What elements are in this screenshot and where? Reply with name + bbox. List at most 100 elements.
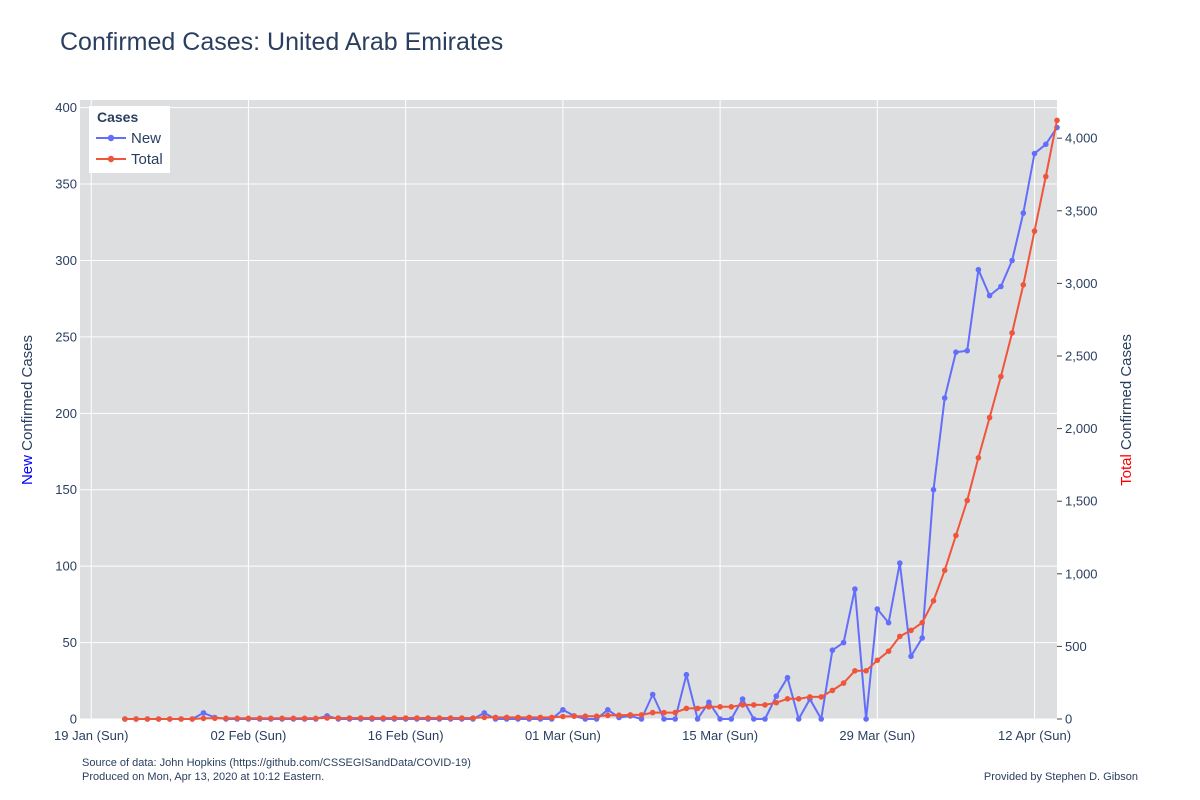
data-point-total bbox=[335, 715, 342, 721]
legend-new-label: New bbox=[131, 130, 161, 147]
data-point-new bbox=[605, 707, 611, 713]
data-point-new bbox=[560, 707, 566, 713]
data-point-new bbox=[706, 699, 712, 705]
data-point-new bbox=[1031, 150, 1038, 157]
data-point-total bbox=[975, 455, 982, 461]
y-left-tick-label: 200 bbox=[55, 406, 77, 421]
data-point-total bbox=[380, 715, 387, 721]
plot-area bbox=[80, 100, 1057, 719]
y-left-title-rest: Confirmed Cases bbox=[19, 335, 36, 455]
x-tick-label: 15 Mar (Sun) bbox=[682, 728, 758, 743]
data-point-total bbox=[863, 668, 869, 674]
data-point-total bbox=[885, 648, 892, 654]
data-point-total bbox=[268, 715, 274, 722]
data-point-total bbox=[953, 532, 959, 539]
data-point-new bbox=[728, 716, 735, 722]
data-point-total bbox=[762, 702, 768, 708]
chart-title: Confirmed Cases: United Arab Emirates bbox=[60, 28, 503, 56]
data-point-new bbox=[717, 716, 723, 722]
y-right-tick-label: 4,000 bbox=[1065, 131, 1098, 146]
data-point-total bbox=[941, 567, 948, 574]
y-left-tick-label: 100 bbox=[55, 559, 77, 574]
data-point-total bbox=[840, 680, 847, 686]
data-point-total bbox=[1009, 330, 1015, 336]
data-point-new bbox=[739, 696, 746, 702]
y-left-title-prefix: New bbox=[19, 455, 36, 485]
y-right-tick-label: 2,500 bbox=[1065, 348, 1098, 363]
data-point-total bbox=[144, 716, 151, 722]
y-right-tick-label: 1,000 bbox=[1065, 566, 1098, 581]
x-tick-label: 12 Apr (Sun) bbox=[998, 728, 1071, 743]
data-point-total bbox=[212, 715, 218, 722]
data-point-new bbox=[1009, 257, 1015, 264]
y-right-tick-label: 0 bbox=[1065, 712, 1072, 727]
data-point-total bbox=[1031, 228, 1038, 234]
y-right-title-rest: Confirmed Cases bbox=[1118, 334, 1135, 454]
x-tick-label: 16 Feb (Sun) bbox=[368, 728, 444, 743]
data-point-total bbox=[122, 716, 128, 722]
data-point-total bbox=[852, 668, 858, 674]
data-point-new bbox=[941, 395, 948, 401]
data-point-total bbox=[998, 373, 1004, 380]
legend-title: Cases bbox=[97, 109, 138, 125]
data-point-new bbox=[885, 619, 892, 626]
data-point-total bbox=[897, 633, 903, 640]
data-point-total bbox=[717, 704, 723, 710]
data-point-new bbox=[683, 671, 690, 678]
data-point-new bbox=[1020, 210, 1027, 216]
data-point-total bbox=[436, 715, 443, 721]
data-point-new bbox=[751, 716, 757, 722]
data-point-total bbox=[167, 716, 173, 722]
data-point-total bbox=[481, 714, 488, 721]
data-point-total bbox=[627, 712, 634, 718]
data-point-total bbox=[672, 709, 678, 716]
data-point-total bbox=[189, 716, 196, 722]
data-point-new bbox=[897, 560, 903, 566]
data-point-total bbox=[234, 715, 240, 722]
data-point-total bbox=[155, 716, 162, 722]
data-point-total bbox=[178, 716, 184, 722]
data-point-total bbox=[1020, 282, 1027, 288]
data-point-new bbox=[694, 716, 701, 722]
data-point-total bbox=[402, 715, 409, 721]
data-point-new bbox=[908, 653, 914, 660]
data-point-total bbox=[964, 497, 970, 504]
legend-box bbox=[89, 106, 170, 173]
data-point-total bbox=[829, 687, 836, 694]
data-point-total bbox=[638, 712, 645, 718]
data-point-new bbox=[638, 716, 645, 722]
data-point-new bbox=[975, 266, 982, 273]
y-right-tick-label: 3,000 bbox=[1065, 276, 1098, 291]
y-left-tick-label: 0 bbox=[70, 712, 77, 727]
data-point-total bbox=[616, 712, 622, 718]
data-point-total bbox=[818, 694, 824, 700]
legend-item-new[interactable]: New bbox=[96, 130, 161, 147]
data-point-total bbox=[459, 715, 465, 721]
data-point-total bbox=[200, 715, 207, 722]
data-point-total bbox=[313, 715, 319, 722]
produced-note: Produced on Mon, Apr 13, 2020 at 10:12 E… bbox=[82, 771, 324, 783]
data-point-total bbox=[357, 715, 364, 721]
data-point-total bbox=[986, 414, 993, 421]
data-point-total bbox=[447, 715, 454, 721]
data-point-total bbox=[290, 715, 297, 722]
data-point-total bbox=[256, 715, 263, 722]
data-point-new bbox=[672, 716, 678, 722]
data-point-total bbox=[1054, 117, 1060, 124]
data-point-total bbox=[593, 713, 600, 719]
legend-item-total[interactable]: Total bbox=[96, 151, 163, 168]
data-point-total bbox=[1043, 173, 1049, 180]
data-point-total bbox=[807, 694, 813, 700]
data-point-total bbox=[728, 704, 735, 710]
data-point-total bbox=[503, 714, 510, 721]
data-point-total bbox=[560, 713, 566, 720]
data-point-total bbox=[515, 714, 521, 721]
data-point-new bbox=[762, 716, 768, 722]
data-point-new bbox=[773, 693, 780, 699]
data-point-total bbox=[919, 619, 925, 626]
data-point-new bbox=[661, 716, 667, 722]
data-point-new bbox=[818, 716, 824, 722]
data-point-total bbox=[526, 714, 532, 721]
data-point-new bbox=[200, 710, 207, 716]
